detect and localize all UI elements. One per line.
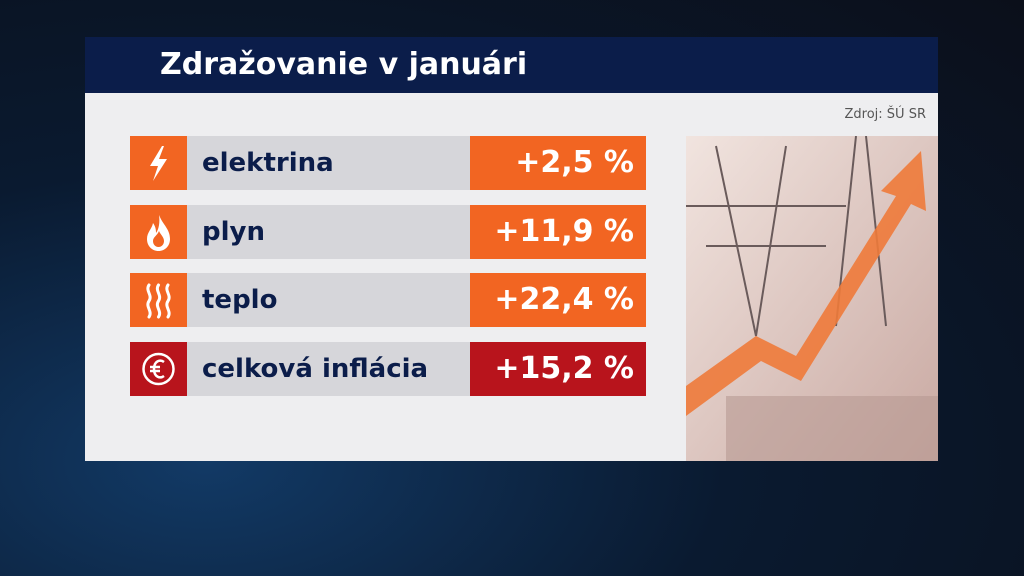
source: Zdroj: ŠÚ SR bbox=[844, 107, 926, 122]
icon bbox=[130, 342, 187, 396]
title: Zdražovanie v januári bbox=[160, 47, 528, 82]
row: celková inflácia +15,2 % bbox=[130, 342, 646, 396]
row: teplo +22,4 % bbox=[130, 273, 646, 327]
title-bar: Zdražovanie v januári bbox=[85, 37, 938, 93]
value: +15,2 % bbox=[470, 342, 646, 396]
icon bbox=[130, 273, 187, 327]
icon bbox=[130, 136, 187, 190]
flame-icon bbox=[147, 215, 170, 251]
row: elektrina +2,5 % bbox=[130, 136, 646, 190]
panel: Zdražovanie v januári Zdroj: ŠÚ SR elekt… bbox=[85, 37, 938, 461]
label: elektrina bbox=[187, 136, 470, 190]
value: +2,5 % bbox=[470, 136, 646, 190]
lightning-icon bbox=[150, 146, 167, 181]
photo bbox=[686, 136, 938, 461]
row: plyn +11,9 % bbox=[130, 205, 646, 259]
value: +22,4 % bbox=[470, 273, 646, 327]
euro-icon bbox=[142, 352, 175, 386]
label: celková inflácia bbox=[187, 342, 470, 396]
label: teplo bbox=[187, 273, 470, 327]
label: plyn bbox=[187, 205, 470, 259]
icon bbox=[130, 205, 187, 259]
heat-icon bbox=[146, 283, 171, 319]
value: +11,9 % bbox=[470, 205, 646, 259]
